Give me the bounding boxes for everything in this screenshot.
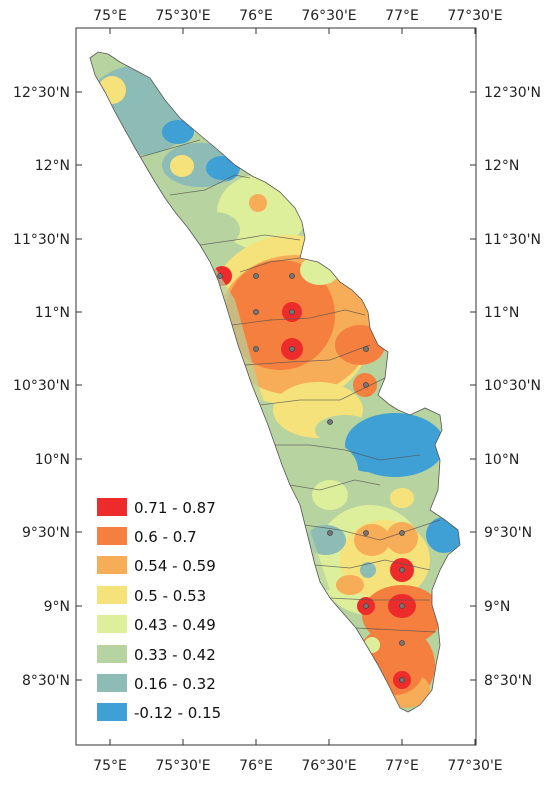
tick-marks (76, 28, 476, 745)
bottom-tick-label: 76°E (239, 758, 273, 774)
top-tick-label: 77°E (385, 8, 419, 24)
zone-blue-north-3 (206, 156, 238, 180)
left-tick-label: 9°30'N (22, 525, 70, 541)
bottom-tick-labels: 75°E 75°30'E 76°E 76°30'E 77°E 77°30'E (93, 758, 503, 774)
bottom-tick-label: 75°E (93, 758, 127, 774)
zone-orange-wayanad (249, 194, 267, 212)
top-tick-label: 76°E (239, 8, 273, 24)
right-tick-label: 12°30'N (484, 85, 541, 101)
zone-teal-south-2 (360, 562, 376, 578)
zone-lime-ernakulam (312, 480, 348, 510)
legend-swatch-5 (97, 645, 127, 663)
zone-lightorange-coast (336, 575, 364, 595)
top-tick-labels: 75°E 75°30'E 76°E 76°30'E 77°E 77°30'E (93, 8, 503, 24)
top-tick-label: 76°30'E (301, 8, 356, 24)
left-tick-label: 11°N (35, 305, 70, 321)
left-tick-labels: 12°30'N 12°N 11°30'N 11°N 10°30'N 10°N 9… (13, 85, 70, 689)
right-tick-label: 10°N (484, 452, 519, 468)
right-tick-label: 8°30'N (484, 673, 532, 689)
top-tick-label: 75°30'E (155, 8, 210, 24)
legend-label-6: 0.16 - 0.32 (134, 675, 216, 693)
bottom-tick-label: 76°30'E (301, 758, 356, 774)
legend-label-5: 0.33 - 0.42 (134, 646, 216, 664)
legend-label-0: 0.71 - 0.87 (134, 499, 216, 517)
left-tick-label: 9°N (44, 599, 70, 615)
zone-lightorange-south-2 (386, 522, 418, 554)
right-tick-labels: 12°30'N 12°N 11°30'N 11°N 10°30'N 10°N 9… (484, 85, 541, 689)
legend-label-4: 0.43 - 0.49 (134, 616, 216, 634)
zone-yellow-kottayam (390, 488, 414, 508)
right-tick-label: 9°30'N (484, 525, 532, 541)
right-tick-label: 9°N (484, 599, 510, 615)
top-tick-label: 77°30'E (447, 8, 502, 24)
zone-lightorange-south (354, 524, 390, 556)
zone-blue-north-1 (162, 120, 194, 144)
legend-swatch-1 (97, 527, 127, 545)
legend-swatch-0 (97, 498, 127, 516)
legend-label-2: 0.54 - 0.59 (134, 557, 216, 575)
legend: 0.71 - 0.87 0.6 - 0.7 0.54 - 0.59 0.5 - … (97, 498, 221, 722)
left-tick-label: 10°30'N (13, 378, 70, 394)
bottom-tick-label: 77°30'E (447, 758, 502, 774)
left-tick-label: 12°30'N (13, 85, 70, 101)
left-tick-label: 10°N (35, 452, 70, 468)
zone-yellow-kannur (170, 155, 194, 177)
right-tick-label: 11°N (484, 305, 519, 321)
top-tick-label: 75°E (93, 8, 127, 24)
legend-label-3: 0.5 - 0.53 (134, 587, 206, 605)
legend-swatch-6 (97, 674, 127, 692)
zone-green-north (190, 212, 240, 248)
zone-teal-south (306, 525, 346, 555)
legend-swatch-4 (97, 615, 127, 633)
left-tick-label: 12°N (35, 158, 70, 174)
zone-darkorange-central (225, 260, 335, 370)
left-tick-label: 8°30'N (22, 673, 70, 689)
bottom-tick-label: 75°30'E (155, 758, 210, 774)
zone-orange-east (335, 325, 385, 365)
legend-label-1: 0.6 - 0.7 (134, 528, 197, 546)
bottom-tick-label: 77°E (385, 758, 419, 774)
right-tick-label: 10°30'N (484, 378, 541, 394)
legend-label-7: -0.12 - 0.15 (134, 704, 221, 722)
district-boundaries (129, 139, 441, 633)
right-tick-label: 11°30'N (484, 232, 541, 248)
left-tick-label: 11°30'N (13, 232, 70, 248)
legend-swatch-2 (97, 556, 127, 574)
legend-swatch-3 (97, 586, 127, 604)
stations (217, 273, 405, 683)
legend-swatch-7 (97, 703, 127, 721)
right-tick-label: 12°N (484, 158, 519, 174)
